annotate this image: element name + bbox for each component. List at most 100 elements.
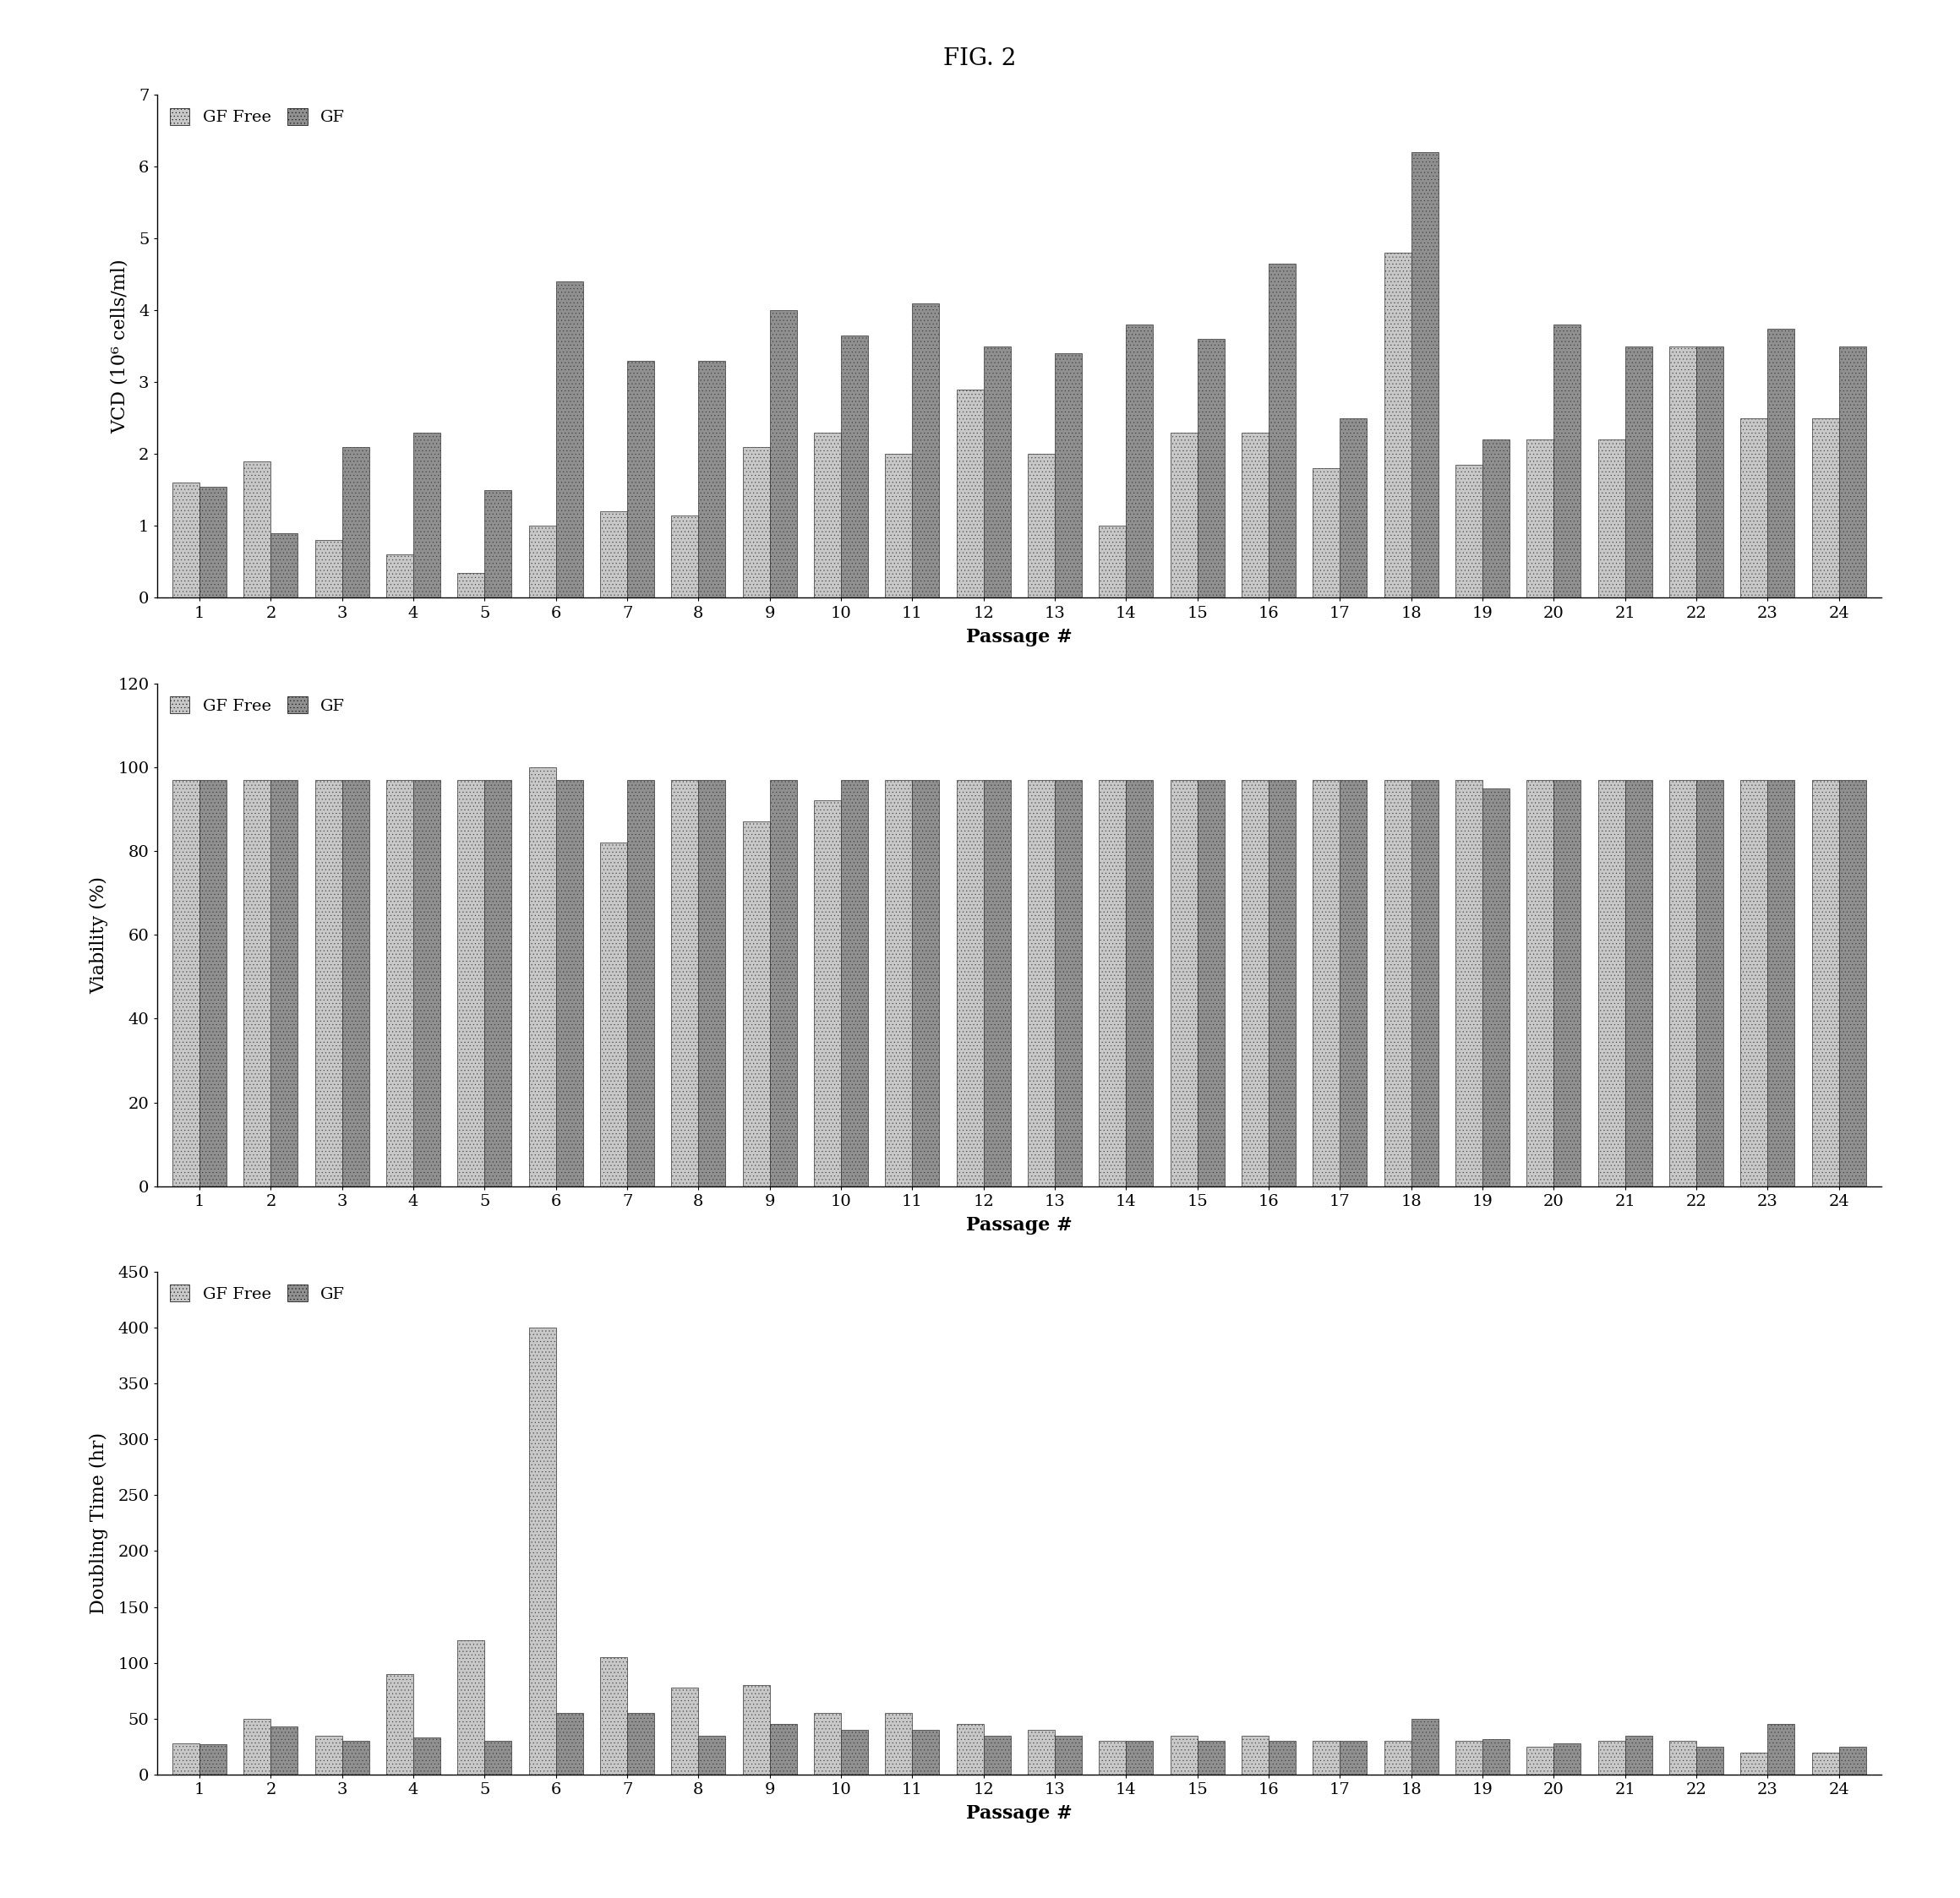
Bar	[270, 1727, 298, 1775]
Bar	[627, 1714, 655, 1775]
Bar	[557, 1714, 582, 1775]
Bar	[600, 843, 627, 1186]
Bar	[316, 541, 343, 598]
Bar	[911, 1729, 939, 1775]
Bar	[1198, 1740, 1225, 1775]
Bar	[770, 311, 798, 598]
Bar	[1127, 325, 1152, 598]
Bar	[200, 780, 227, 1186]
Bar	[1027, 454, 1054, 598]
Bar	[743, 822, 770, 1186]
Bar	[343, 446, 368, 598]
Bar	[1054, 1735, 1082, 1775]
Legend: GF Free, GF: GF Free, GF	[165, 102, 351, 131]
Bar	[1695, 780, 1723, 1186]
X-axis label: Passage #: Passage #	[966, 1805, 1072, 1824]
Bar	[1027, 780, 1054, 1186]
Bar	[1838, 345, 1866, 598]
Bar	[1625, 1735, 1652, 1775]
Bar	[1740, 780, 1768, 1186]
Bar	[1597, 1740, 1625, 1775]
Legend: GF Free, GF: GF Free, GF	[165, 691, 351, 719]
Bar	[386, 1674, 414, 1775]
Bar	[457, 1640, 484, 1775]
Y-axis label: Viability (%): Viability (%)	[90, 877, 108, 993]
Bar	[672, 514, 698, 598]
Y-axis label: Doubling Time (hr): Doubling Time (hr)	[90, 1433, 108, 1613]
Bar	[1127, 1740, 1152, 1775]
Bar	[1054, 780, 1082, 1186]
Bar	[243, 1720, 270, 1775]
Bar	[484, 490, 512, 598]
Bar	[813, 1714, 841, 1775]
Bar	[1554, 1744, 1582, 1775]
Text: FIG. 2: FIG. 2	[943, 47, 1017, 70]
Bar	[1268, 780, 1296, 1186]
Bar	[1554, 325, 1582, 598]
Bar	[316, 1735, 343, 1775]
Bar	[984, 345, 1011, 598]
Bar	[743, 1685, 770, 1775]
Bar	[1695, 1746, 1723, 1775]
Bar	[243, 780, 270, 1186]
Bar	[911, 304, 939, 598]
Bar	[1597, 440, 1625, 598]
Bar	[529, 526, 557, 598]
Bar	[484, 1740, 512, 1775]
Bar	[529, 1327, 557, 1775]
Bar	[1198, 780, 1225, 1186]
Bar	[886, 454, 911, 598]
Bar	[270, 533, 298, 598]
Bar	[270, 780, 298, 1186]
Bar	[1411, 152, 1439, 598]
Bar	[1170, 780, 1198, 1186]
Bar	[414, 433, 441, 598]
Bar	[1241, 1735, 1268, 1775]
Bar	[172, 1744, 200, 1775]
Bar	[1100, 1740, 1127, 1775]
Bar	[1170, 433, 1198, 598]
Bar	[1554, 780, 1582, 1186]
Bar	[698, 361, 725, 598]
Bar	[911, 780, 939, 1186]
Bar	[1456, 780, 1482, 1186]
Bar	[529, 767, 557, 1186]
Bar	[1625, 345, 1652, 598]
Bar	[1838, 780, 1866, 1186]
Bar	[1027, 1729, 1054, 1775]
Bar	[1384, 1740, 1411, 1775]
Bar	[457, 573, 484, 598]
Bar	[770, 1723, 798, 1775]
Bar	[1241, 433, 1268, 598]
Bar	[1170, 1735, 1198, 1775]
Bar	[1482, 1739, 1509, 1775]
Bar	[1411, 1720, 1439, 1775]
Bar	[1268, 264, 1296, 598]
Bar	[841, 780, 868, 1186]
Bar	[386, 780, 414, 1186]
X-axis label: Passage #: Passage #	[966, 1217, 1072, 1236]
Bar	[1811, 418, 1838, 598]
Bar	[343, 1740, 368, 1775]
Bar	[1740, 418, 1768, 598]
Bar	[1341, 780, 1366, 1186]
Bar	[886, 780, 911, 1186]
Bar	[1341, 1740, 1366, 1775]
Bar	[1482, 440, 1509, 598]
Bar	[1313, 469, 1341, 598]
Bar	[1527, 440, 1554, 598]
Bar	[316, 780, 343, 1186]
Bar	[1341, 418, 1366, 598]
Bar	[1456, 1740, 1482, 1775]
Bar	[698, 780, 725, 1186]
Bar	[200, 486, 227, 598]
Bar	[1768, 780, 1795, 1186]
Bar	[1670, 1740, 1695, 1775]
Bar	[1740, 1752, 1768, 1775]
Bar	[770, 780, 798, 1186]
Bar	[1198, 340, 1225, 598]
Bar	[813, 433, 841, 598]
Bar	[1695, 345, 1723, 598]
Bar	[886, 1714, 911, 1775]
X-axis label: Passage #: Passage #	[966, 628, 1072, 647]
